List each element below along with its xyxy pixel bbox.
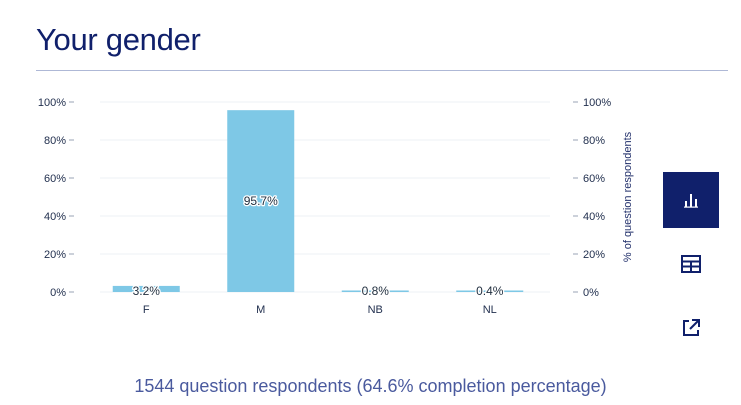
right-tick-label: 40% (583, 211, 605, 223)
bar[interactable] (341, 290, 409, 292)
data-label: 0.4% (476, 284, 504, 298)
right-tick-label: 100% (583, 97, 611, 109)
right-tick-label: 20% (583, 249, 605, 261)
bar[interactable] (456, 290, 524, 293)
left-tick-label: 20% (44, 249, 66, 261)
title-divider (36, 70, 728, 71)
left-tick-label: 100% (38, 97, 66, 109)
bar[interactable] (227, 110, 295, 292)
chart-view-button[interactable] (663, 172, 719, 228)
right-tick-label: 0% (583, 287, 599, 299)
category-label: NL (483, 304, 497, 316)
table-view-button[interactable] (663, 236, 719, 292)
data-label: 3.2% (133, 284, 161, 298)
page-title: Your gender (36, 22, 201, 57)
data-label: 0.8% (362, 284, 390, 298)
category-label: M (256, 304, 265, 316)
right-tick-label: 60% (583, 173, 605, 185)
left-tick-label: 80% (44, 135, 66, 147)
right-tick-label: 80% (583, 135, 605, 147)
category-labels: F M NB NL (143, 304, 497, 316)
category-label: F (143, 304, 150, 316)
category-label: NB (368, 304, 383, 316)
bar-chart-icon (684, 194, 698, 208)
respondents-summary: 1544 question respondents (64.6% complet… (134, 376, 607, 396)
left-tick-label: 60% (44, 173, 66, 185)
grid-lines (100, 101, 550, 293)
right-axis-label: % of question respondents (622, 131, 634, 262)
bar[interactable] (112, 285, 180, 292)
right-y-axis: 0% 20% 40% 60% 80% 100% (573, 97, 611, 299)
left-y-axis: 0% 20% 40% 60% 80% 100% (38, 97, 74, 299)
bar-chart: 0% 20% 40% 60% 80% 100% 0% 20% 40% 60% 80% 100% 3.… (38, 97, 634, 316)
bars: 3.2% 95.7% 0.8% 0.4% (112, 110, 524, 299)
open-external-button[interactable] (663, 300, 719, 356)
left-tick-label: 0% (50, 287, 66, 299)
left-tick-label: 40% (44, 211, 66, 223)
table-icon (681, 255, 701, 273)
external-link-icon (683, 319, 700, 336)
data-label: 95.7% (244, 194, 278, 208)
